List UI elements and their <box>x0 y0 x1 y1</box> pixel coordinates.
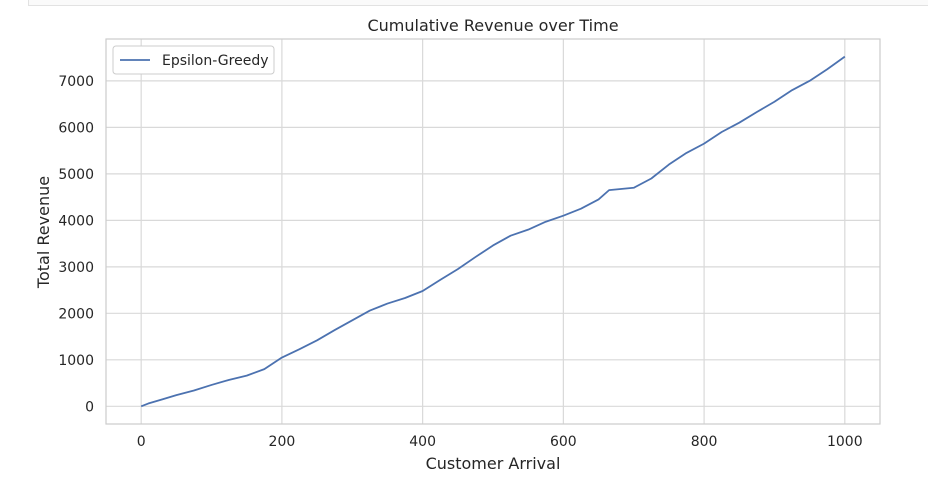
top-strip <box>28 0 928 6</box>
legend: Epsilon-Greedy <box>112 45 275 75</box>
y-tick-label: 5000 <box>58 167 94 183</box>
legend-box <box>112 45 275 75</box>
y-tick-label: 2000 <box>58 306 94 322</box>
x-tick-label: 200 <box>269 434 296 450</box>
grid <box>106 39 880 424</box>
y-tick-label: 1000 <box>58 353 94 369</box>
plot-frame <box>105 38 881 425</box>
series-line-epsilon-greedy <box>140 55 846 408</box>
y-tick-label: 6000 <box>58 120 94 136</box>
x-tick-label: 0 <box>137 434 146 450</box>
legend-entry: Epsilon-Greedy <box>162 53 269 69</box>
x-tick-label: 400 <box>409 434 436 450</box>
x-tick-label: 1000 <box>827 434 863 450</box>
y-tick-label: 3000 <box>58 260 94 276</box>
y-tick-label: 7000 <box>58 74 94 90</box>
x-tick-label: 600 <box>550 434 577 450</box>
y-axis-label: Total Revenue <box>34 176 53 289</box>
chart-title: Cumulative Revenue over Time <box>367 16 618 35</box>
x-axis-label: Customer Arrival <box>426 454 561 473</box>
y-tick-label: 0 <box>85 399 94 415</box>
x-tick-label: 800 <box>691 434 718 450</box>
series-layer <box>140 55 846 408</box>
tick-labels: 0 200 400 600 800 1000 0 1000 2000 3000 4000 5000 60… <box>58 74 862 450</box>
y-tick-label: 4000 <box>58 213 94 229</box>
